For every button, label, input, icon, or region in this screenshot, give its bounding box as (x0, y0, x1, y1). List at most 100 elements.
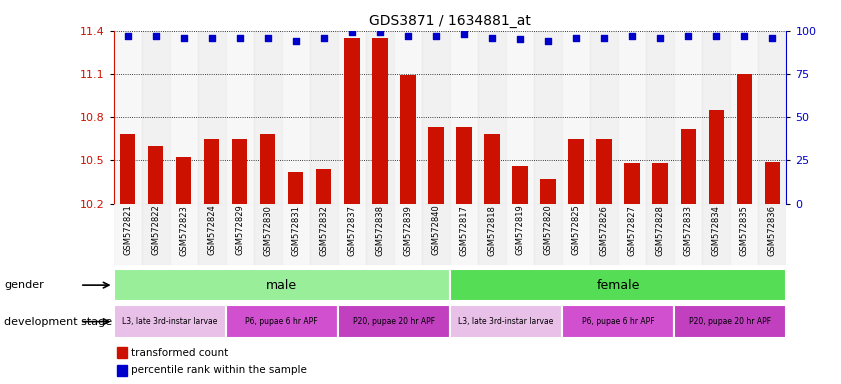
Bar (674, 31, 702, 204)
Bar (702, 204, 730, 265)
Bar (344, 38, 360, 204)
Bar (316, 169, 331, 204)
Point (458, 31, 471, 37)
Bar (646, 204, 674, 265)
Bar (569, 139, 584, 204)
Bar (759, 31, 786, 204)
Bar (534, 204, 562, 265)
Bar (117, 365, 127, 376)
Bar (702, 31, 730, 204)
Bar (148, 146, 163, 204)
Bar (120, 134, 135, 204)
Bar (309, 31, 338, 204)
Bar (288, 172, 304, 204)
Bar (618, 204, 646, 265)
Bar (394, 204, 422, 265)
Bar (534, 31, 562, 204)
Text: GSM572838: GSM572838 (375, 205, 384, 256)
Text: GSM572840: GSM572840 (431, 205, 441, 255)
Text: P6, pupae 6 hr APF: P6, pupae 6 hr APF (246, 317, 318, 326)
Bar (730, 31, 759, 204)
Bar (737, 74, 752, 204)
Bar (680, 129, 696, 204)
Text: GSM572832: GSM572832 (320, 205, 328, 256)
Text: GSM572828: GSM572828 (656, 205, 664, 256)
Bar (114, 305, 225, 338)
Bar (618, 31, 646, 204)
Bar (653, 163, 668, 204)
Bar (450, 305, 562, 338)
Bar (428, 127, 444, 204)
Point (429, 33, 442, 39)
Bar (338, 305, 450, 338)
Bar (730, 204, 759, 265)
Bar (198, 31, 225, 204)
Bar (282, 204, 309, 265)
Point (738, 33, 751, 39)
Point (205, 35, 219, 41)
Bar (176, 157, 192, 204)
Bar (117, 347, 127, 358)
Bar (309, 204, 338, 265)
Text: percentile rank within the sample: percentile rank within the sample (131, 365, 307, 375)
Bar (170, 204, 198, 265)
Bar (141, 31, 170, 204)
Point (765, 35, 779, 41)
Point (597, 35, 611, 41)
Text: development stage: development stage (4, 316, 113, 327)
Text: L3, late 3rd-instar larvae: L3, late 3rd-instar larvae (122, 317, 217, 326)
Text: GSM572834: GSM572834 (711, 205, 721, 256)
Text: GSM572822: GSM572822 (151, 205, 160, 255)
Bar (114, 269, 450, 301)
Text: GSM572825: GSM572825 (572, 205, 580, 255)
Text: L3, late 3rd-instar larvae: L3, late 3rd-instar larvae (458, 317, 553, 326)
Point (626, 33, 639, 39)
Text: GSM572831: GSM572831 (291, 205, 300, 256)
Text: GSM572829: GSM572829 (235, 205, 244, 255)
Bar (562, 31, 590, 204)
Bar (512, 166, 528, 204)
Text: GSM572826: GSM572826 (600, 205, 609, 256)
Bar (506, 204, 534, 265)
Bar (540, 179, 556, 204)
Bar (282, 31, 309, 204)
Text: female: female (596, 279, 640, 291)
Text: GSM572836: GSM572836 (768, 205, 777, 256)
Bar (204, 139, 220, 204)
Point (121, 33, 135, 39)
Text: GSM572835: GSM572835 (740, 205, 748, 256)
Bar (372, 38, 388, 204)
Bar (141, 204, 170, 265)
Point (710, 33, 723, 39)
Text: GSM572837: GSM572837 (347, 205, 357, 256)
Bar (225, 31, 254, 204)
Bar (506, 31, 534, 204)
Text: P20, pupae 20 hr APF: P20, pupae 20 hr APF (690, 317, 771, 326)
Point (401, 33, 415, 39)
Point (513, 36, 526, 42)
Text: GSM572830: GSM572830 (263, 205, 272, 256)
Text: GSM572823: GSM572823 (179, 205, 188, 256)
Bar (478, 204, 506, 265)
Bar (674, 204, 702, 265)
Bar (338, 31, 366, 204)
Bar (422, 31, 450, 204)
Bar (254, 31, 282, 204)
Bar (590, 204, 618, 265)
Bar (450, 269, 786, 301)
Bar (338, 204, 366, 265)
Bar (170, 31, 198, 204)
Bar (198, 204, 225, 265)
Point (485, 35, 499, 41)
Bar (394, 31, 422, 204)
Point (289, 38, 303, 44)
Bar (114, 204, 141, 265)
Point (345, 30, 358, 36)
Text: GSM572821: GSM572821 (123, 205, 132, 255)
Point (653, 35, 667, 41)
Bar (624, 163, 640, 204)
Text: GSM572839: GSM572839 (404, 205, 412, 256)
Text: P6, pupae 6 hr APF: P6, pupae 6 hr APF (582, 317, 654, 326)
Bar (366, 204, 394, 265)
Point (149, 33, 162, 39)
